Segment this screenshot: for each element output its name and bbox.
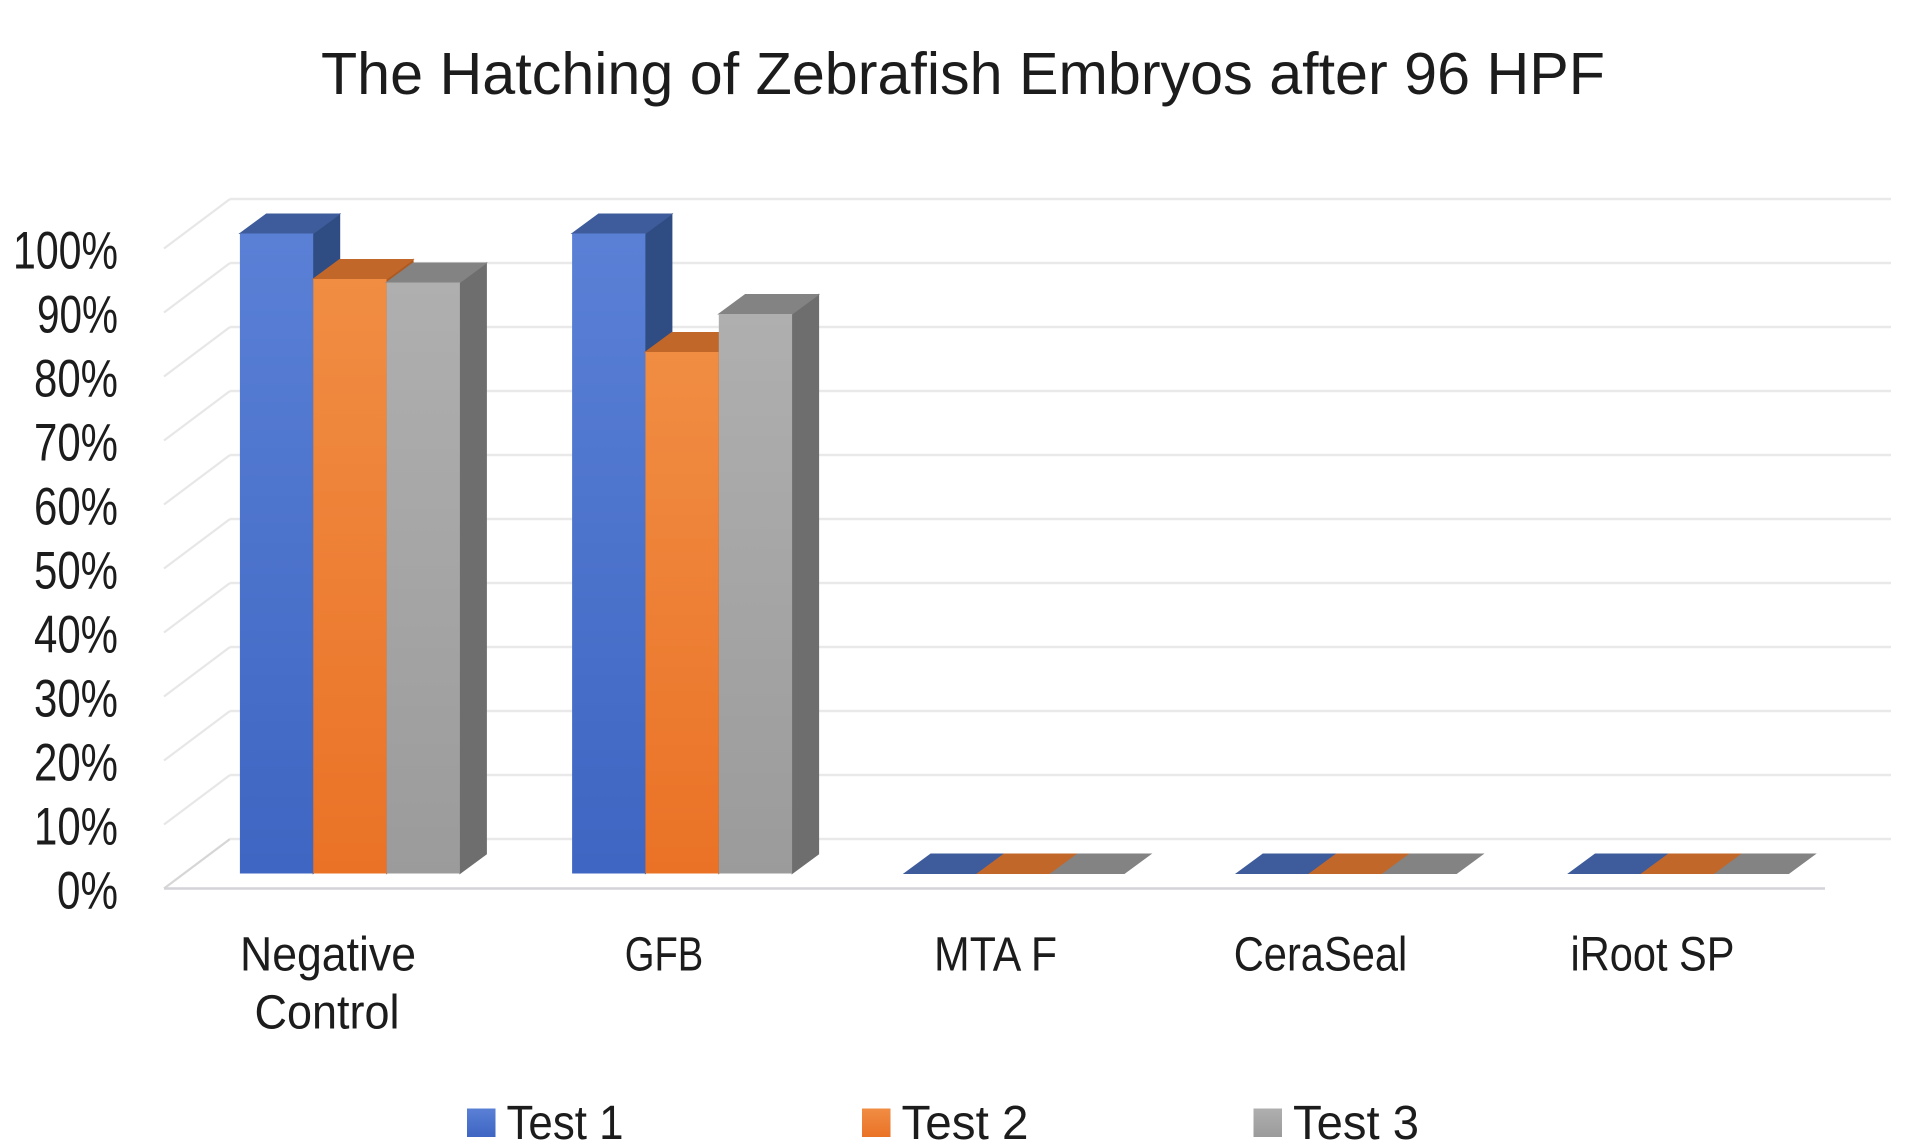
svg-text:90%: 90% (37, 286, 118, 345)
svg-text:80%: 80% (34, 350, 118, 409)
svg-text:Test 2: Test 2 (902, 1097, 1029, 1140)
svg-text:Negative: Negative (240, 929, 416, 982)
svg-text:Test 1: Test 1 (507, 1097, 624, 1140)
svg-text:10%: 10% (34, 798, 118, 857)
svg-text:100%: 100% (13, 222, 118, 281)
svg-text:0%: 0% (57, 862, 118, 921)
svg-text:iRoot SP: iRoot SP (1571, 929, 1735, 982)
svg-text:MTA F: MTA F (934, 929, 1057, 982)
svg-text:70%: 70% (34, 414, 118, 473)
svg-text:30%: 30% (34, 670, 118, 729)
svg-text:The Hatching of Zebrafish Embr: The Hatching of Zebrafish Embryos after … (321, 41, 1605, 107)
svg-text:CeraSeal: CeraSeal (1234, 929, 1408, 982)
svg-text:20%: 20% (34, 734, 118, 793)
svg-text:Test 3: Test 3 (1293, 1097, 1419, 1140)
svg-text:50%: 50% (34, 542, 118, 601)
svg-text:40%: 40% (34, 606, 118, 665)
svg-text:60%: 60% (34, 478, 118, 537)
svg-text:Control: Control (255, 987, 400, 1040)
svg-text:GFB: GFB (625, 929, 704, 982)
